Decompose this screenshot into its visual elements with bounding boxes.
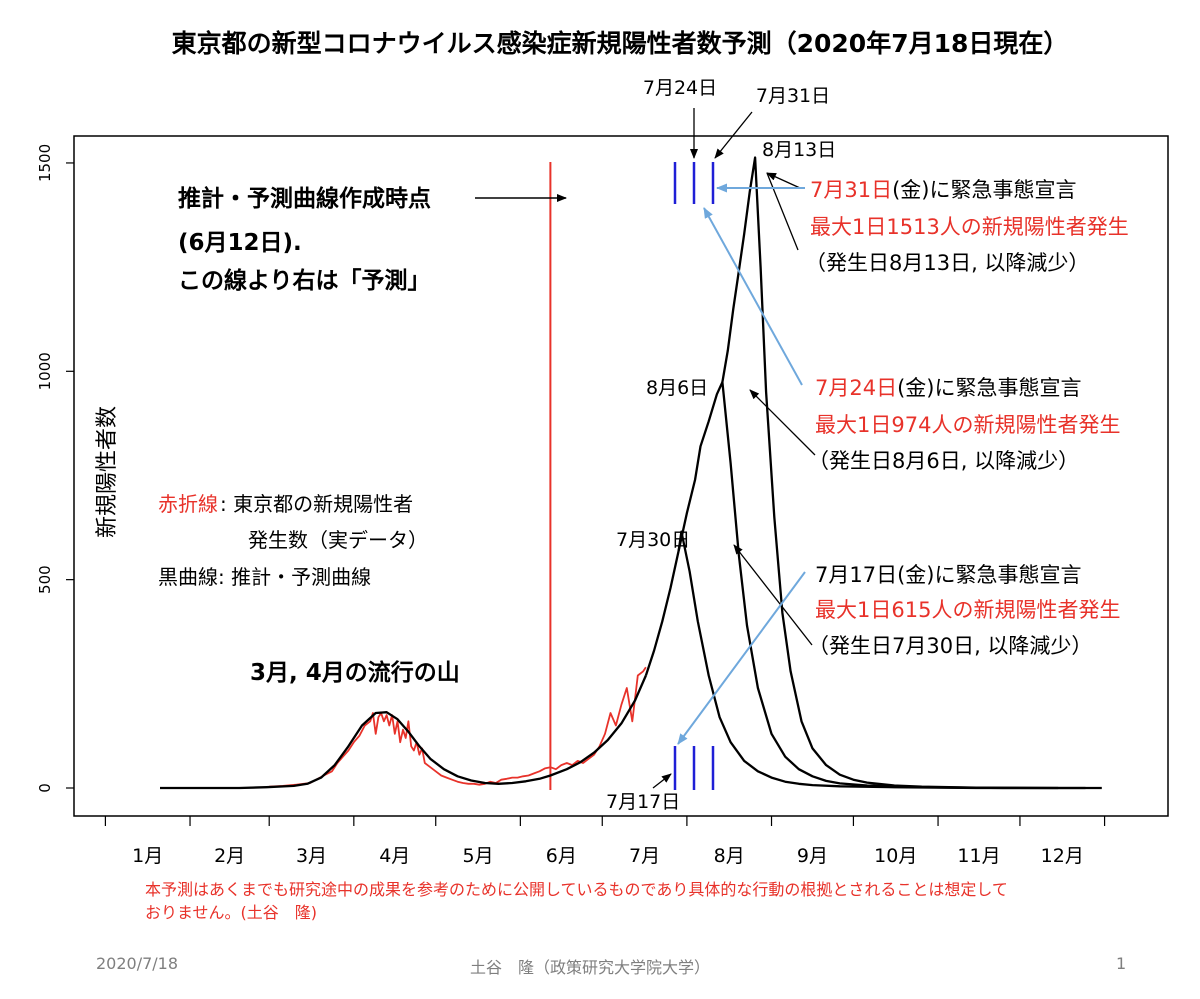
scenario2-arrow-black <box>749 389 816 456</box>
scenario2-peak: 最大1日974人の新規陽性者発生 <box>815 413 1120 437</box>
cutoff-label-line2: (6月12日). <box>178 230 302 256</box>
y-tick-label-0: 0 <box>36 783 54 793</box>
x-tick-label-3: 3月 <box>296 845 327 867</box>
series-model-1 <box>160 675 647 790</box>
scenario3-decl-date: 7月31日 <box>810 178 892 202</box>
first-wave-label: 3月, 4月の流行の山 <box>250 659 460 686</box>
scenario2-decl-suffix: (金)に緊急事態宣言 <box>897 376 1081 400</box>
y-tick-label-1500: 1500 <box>36 144 54 182</box>
y-tick-label-1000: 1000 <box>36 352 54 390</box>
disclaimer-line1: 本予測はあくまでも研究途中の成果を参考のために公開しているものであり具体的な行動… <box>145 880 1008 899</box>
scenario1-peak: 最大1日615人の新規陽性者発生 <box>815 598 1120 622</box>
scenario1-arrow-black <box>733 544 813 646</box>
footer-author: 土谷 隆（政策研究大学院大学） <box>470 958 711 977</box>
y-axis: 0 500 1000 1500 <box>36 144 74 793</box>
legend-red-text2: 発生数（実データ） <box>248 528 428 552</box>
scenario3-decline: （発生日8月13日, 以降減少） <box>805 251 1089 275</box>
page-number: 1 <box>1116 954 1127 973</box>
scenario1-arrow-blue <box>677 571 806 745</box>
plot-frame <box>73 135 1169 817</box>
scenario1-declaration: 7月17日(金)に緊急事態宣言 <box>815 563 1081 587</box>
x-axis: 1月 2月 3月 4月 5月 6月 7月 8月 9月 10月 11月 12月 <box>104 816 1106 867</box>
scenario3-arrow-black-upper <box>766 172 801 189</box>
x-tick-label-1: 1月 <box>132 845 163 867</box>
scenario1-decl-suffix: (金)に緊急事態宣言 <box>897 563 1081 587</box>
x-tick-label-4: 4月 <box>379 845 410 867</box>
x-tick-label-12: 12月 <box>1041 845 1084 867</box>
peak-label-0730: 7月30日 <box>616 529 690 551</box>
scenario1-decline: （発生日7月30日, 以降減少） <box>808 634 1092 658</box>
scenario3-arrow-black-lower <box>766 172 799 251</box>
arrow-0731 <box>714 111 753 159</box>
scenario2-decl-date: 7月24日 <box>815 376 897 400</box>
x-tick-label-10: 10月 <box>874 845 917 867</box>
scenario3-declaration: 7月31日(金)に緊急事態宣言 <box>810 178 1076 202</box>
y-axis-label: 新規陽性者数 <box>95 406 120 538</box>
cutoff-label-line1: 推計・予測曲線作成時点 <box>178 185 431 212</box>
peak-label-0813: 8月13日 <box>762 139 836 161</box>
x-tick-label-5: 5月 <box>462 845 493 867</box>
x-tick-label-6: 6月 <box>546 845 577 867</box>
declaration-marks-top <box>673 162 715 204</box>
disclaimer-line2: おりません。(土谷 隆) <box>145 903 317 922</box>
scenario3-peak: 最大1日1513人の新規陽性者発生 <box>810 215 1129 239</box>
scenario1-decl-date: 7月17日 <box>815 563 897 587</box>
x-tick-label-11: 11月 <box>957 845 1000 867</box>
scenario2-declaration: 7月24日(金)に緊急事態宣言 <box>815 376 1081 400</box>
arrow-0717 <box>652 773 672 789</box>
y-tick-label-500: 500 <box>36 565 54 594</box>
series-model-3 <box>677 380 1086 790</box>
footer-date: 2020/7/18 <box>96 954 179 973</box>
series-model-4 <box>721 156 1102 790</box>
date-label-0717: 7月17日 <box>606 791 680 813</box>
legend-red-text: : 東京都の新規陽性者 <box>220 492 413 516</box>
declaration-marks-bottom <box>673 746 715 790</box>
date-label-0724: 7月24日 <box>643 77 717 99</box>
date-label-0731: 7月31日 <box>756 85 830 107</box>
cutoff-label-line3: この線より右は「予測」 <box>178 267 431 294</box>
legend-black: 黒曲線: 推計・予測曲線 <box>158 565 371 589</box>
slide-title: 東京都の新型コロナウイルス感染症新規陽性者数予測（2020年7月18日現在） <box>172 29 1069 58</box>
scenario2-decline: （発生日8月6日, 以降減少） <box>808 449 1079 473</box>
legend-red-key: 赤折線 <box>158 492 218 516</box>
peak-label-0806: 8月6日 <box>646 377 708 399</box>
scenario2-arrow-blue <box>703 207 803 386</box>
x-tick-label-7: 7月 <box>629 845 660 867</box>
series-layer <box>160 156 1102 790</box>
x-tick-label-9: 9月 <box>797 845 828 867</box>
series-model-2 <box>644 530 1059 790</box>
x-tick-label-8: 8月 <box>714 845 745 867</box>
scenario3-decl-suffix: (金)に緊急事態宣言 <box>892 178 1076 202</box>
x-tick-label-2: 2月 <box>214 845 245 867</box>
